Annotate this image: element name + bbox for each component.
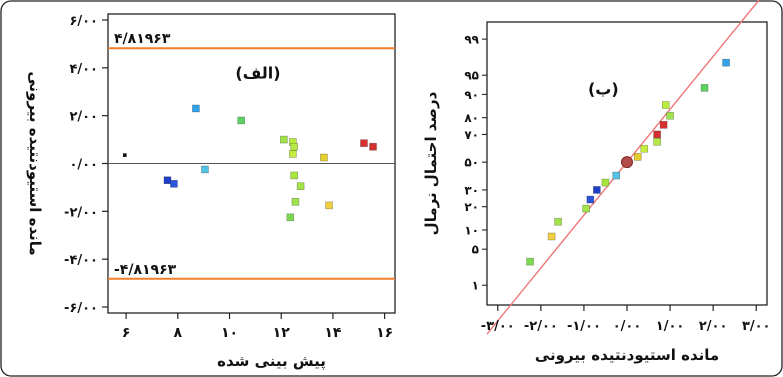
panel-b-data-point <box>554 217 562 226</box>
panel-a-data-point <box>289 150 297 158</box>
panel-b-data-point <box>653 137 661 146</box>
panel-b-data-point <box>700 84 709 92</box>
panel-b-y-tick-label: ۷۰ <box>464 128 479 142</box>
panel-b-data-point <box>653 130 661 139</box>
panel-b-data-point <box>661 101 670 109</box>
panel-a-y-tick-label: ۰/۰۰ <box>69 158 98 173</box>
panel-b: ۱ ۵ ۱۰ ۲۰ ۳۰ ۵۰ ۷۰ ۸۰ ۹۰ ۹۵ ۹۹ -۳/۰۰ -۲/۰۰ -۱/۰۰ ۰/۰۰ ۱… <box>422 0 771 364</box>
panel-a-data-point <box>291 197 300 206</box>
panel-a-x-tick-label: ۱۴ <box>324 325 342 341</box>
panel-b-label: (ب) <box>588 79 619 98</box>
panel-b-data-point <box>722 58 730 67</box>
panel-a-x-tick-label: ۱۲ <box>273 325 291 341</box>
panel-a-data-point <box>320 153 328 162</box>
panel-b-x-tick-label: ۰/۰۰ <box>613 319 642 334</box>
panel-b-y-tick-label: ۵۰ <box>464 156 479 170</box>
panel-a-data-point <box>192 104 200 113</box>
panel-a-data-point <box>280 135 288 144</box>
panel-b-x-tick-label: -۳/۰۰ <box>481 319 515 334</box>
panel-b-y-tick-label: ۱ <box>472 279 479 293</box>
panel-a-data-point <box>170 180 178 188</box>
panel-b-x-tick-label: ۱/۰۰ <box>656 319 685 334</box>
panel-a-y-tick-label: -۶/۰۰ <box>64 301 98 316</box>
panel-b-y-tick-label: ۹۵ <box>464 69 479 83</box>
panel-a: ۴/۸۱۹۶۳ -۴/۸۱۹۶۳ -۶/۰۰ -۴/۰۰ -۲/۰۰ ۰/۰۰ ۲/۰۰ ۴/… <box>26 13 396 371</box>
panel-b-y-tick-label: ۵ <box>472 243 479 257</box>
panel-a-data-point <box>296 182 305 191</box>
panel-a-y-tick-label: -۲/۰۰ <box>64 205 98 220</box>
panel-a-data-point <box>163 176 172 185</box>
panel-b-y-tick-label: ۱۰ <box>464 223 479 237</box>
panel-b-x-tick-label: ۳/۰۰ <box>742 319 771 334</box>
panel-a-y-tick-label: ۴/۰۰ <box>69 62 98 77</box>
panel-a-x-tick-label: ۶ <box>122 325 131 341</box>
panel-a-data-point <box>360 139 368 147</box>
panel-b-data-point <box>593 186 601 194</box>
panel-a-x-axis-label: پیش بینی شده <box>217 352 326 371</box>
panel-a-reference-label: ۴/۸۱۹۶۳ <box>114 31 171 47</box>
panel-b-data-point <box>612 171 621 180</box>
panel-a-data-point <box>369 142 377 151</box>
panel-b-x-tick-label: ۲/۰۰ <box>699 319 728 334</box>
panel-a-data-point <box>201 165 209 174</box>
panel-a-x-tick-label: ۱۰ <box>221 325 238 341</box>
panel-b-y-axis-label: درصد احتمال نرمال <box>422 91 440 235</box>
panel-a-data-point <box>286 213 295 222</box>
panel-a-x-tick-label: ۸ <box>174 325 183 341</box>
panel-b-x-tick-label: -۱/۰۰ <box>567 319 601 334</box>
panel-a-data-point <box>237 116 245 125</box>
panel-b-y-tick-label: ۹۹ <box>464 33 479 47</box>
panel-a-y-tick-label: ۶/۰۰ <box>69 14 98 29</box>
panel-a-y-axis-label: مانده استیودنتیده بیرونی <box>26 71 44 255</box>
panel-b-x-tick-label: -۲/۰۰ <box>524 319 558 334</box>
panel-a-y-tick-label: -۴/۰۰ <box>64 253 98 268</box>
panel-b-data-point <box>547 232 556 241</box>
panel-b-data-point <box>666 111 674 120</box>
panel-a-data-point <box>290 171 298 180</box>
panel-b-y-tick-label: ۸۰ <box>464 111 479 125</box>
panel-a-data-point <box>123 153 127 157</box>
panel-a-label: (الف) <box>235 64 280 83</box>
panel-a-data-point <box>290 142 298 151</box>
panel-b-x-axis-label: مانده استیودنتیده بیرونی <box>535 346 719 364</box>
panel-a-y-tick-label: ۲/۰۰ <box>69 110 98 125</box>
panel-a-x-tick-label: ۱۶ <box>376 325 393 341</box>
panel-b-y-tick-label: ۳۰ <box>464 183 479 197</box>
panel-a-data-point <box>325 201 333 210</box>
panel-b-data-point <box>621 156 633 169</box>
panel-b-y-tick-label: ۲۰ <box>464 200 479 214</box>
panel-b-data-point <box>601 178 610 187</box>
panel-b-data-point <box>586 195 595 204</box>
panel-a-reference-label: -۴/۸۱۹۶۳ <box>114 262 177 278</box>
panel-b-data-point <box>633 153 642 161</box>
panel-b-y-tick-label: ۹۰ <box>464 88 479 102</box>
panel-b-data-point <box>659 121 668 129</box>
panel-b-data-point <box>640 144 649 153</box>
panel-b-data-point <box>526 257 534 266</box>
panel-b-data-point <box>582 204 590 213</box>
